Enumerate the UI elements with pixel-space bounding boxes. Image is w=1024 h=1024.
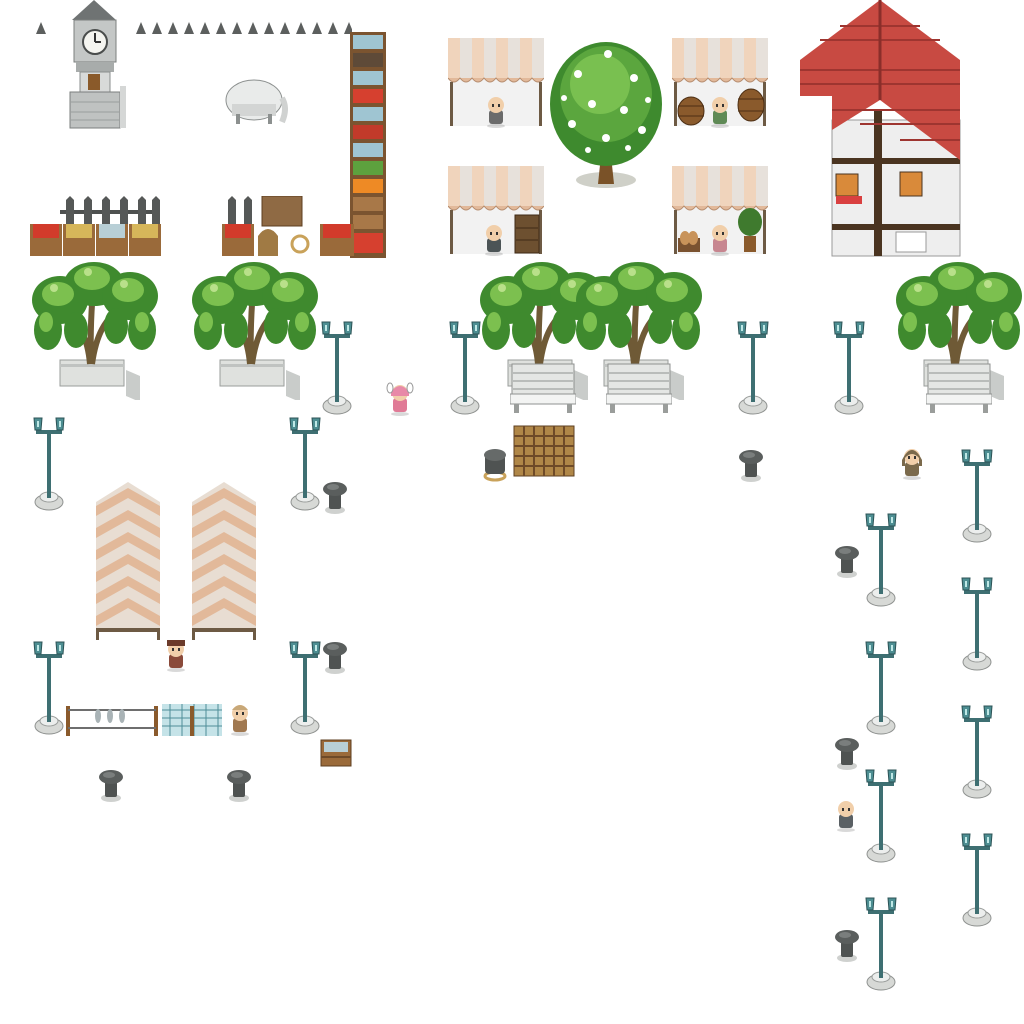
street-lamp bbox=[864, 896, 898, 992]
street-lamp bbox=[288, 416, 322, 512]
fish-crate bbox=[320, 736, 352, 768]
market-stall-2 bbox=[672, 38, 768, 128]
tent-wall-1 bbox=[96, 482, 160, 640]
bench-3 bbox=[926, 362, 992, 414]
market-stall-4 bbox=[672, 166, 768, 256]
street-lamp bbox=[448, 320, 482, 416]
bollard bbox=[834, 544, 860, 578]
flowering-tree bbox=[548, 34, 664, 192]
fisherman[interactable] bbox=[226, 702, 254, 736]
fence-spikes bbox=[34, 20, 352, 34]
street-lamp bbox=[320, 320, 354, 416]
round-table bbox=[224, 78, 288, 128]
pink-hat-vendor bbox=[706, 222, 734, 256]
street-lamp bbox=[960, 448, 994, 544]
planter-tree-2 bbox=[190, 260, 320, 400]
street-lamp bbox=[960, 576, 994, 672]
bollard bbox=[834, 736, 860, 770]
iron-fence-crates-right bbox=[222, 196, 356, 258]
street-lamp bbox=[288, 640, 322, 736]
bollard bbox=[98, 768, 124, 802]
street-lamp bbox=[864, 512, 898, 608]
cargo-cart bbox=[512, 424, 576, 480]
fishing-net bbox=[160, 702, 224, 738]
merchant[interactable] bbox=[162, 638, 190, 672]
street-lamp bbox=[960, 832, 994, 928]
clock-tower bbox=[66, 0, 128, 130]
market-stall-3 bbox=[448, 166, 544, 256]
street-lamp bbox=[32, 416, 66, 512]
street-lamp bbox=[960, 704, 994, 800]
bollard bbox=[738, 448, 764, 482]
timber-house bbox=[800, 0, 962, 258]
street-lamp bbox=[736, 320, 770, 416]
rope-coil bbox=[482, 448, 512, 482]
hooded-traveler[interactable] bbox=[898, 446, 926, 480]
produce-shelf bbox=[350, 32, 386, 258]
bollard bbox=[322, 480, 348, 514]
street-lamp bbox=[32, 640, 66, 736]
street-lamp bbox=[832, 320, 866, 416]
bench-2 bbox=[606, 362, 672, 414]
bollard bbox=[322, 640, 348, 674]
pink-hair-girl[interactable] bbox=[386, 382, 414, 416]
grey-hair-vendor bbox=[482, 94, 510, 128]
bench-1 bbox=[510, 362, 576, 414]
iron-fence-crates-left bbox=[30, 196, 162, 258]
street-lamp bbox=[864, 640, 898, 736]
planter-tree-1 bbox=[30, 260, 160, 400]
green-hair-vendor bbox=[706, 94, 734, 128]
street-lamp bbox=[864, 768, 898, 864]
drying-rack bbox=[64, 702, 160, 738]
bollard bbox=[226, 768, 252, 802]
tent-wall-2 bbox=[192, 482, 256, 640]
bald-elder[interactable] bbox=[832, 798, 860, 832]
hooded-vendor bbox=[480, 222, 508, 256]
bollard bbox=[834, 928, 860, 962]
market-stall-1 bbox=[448, 38, 544, 128]
